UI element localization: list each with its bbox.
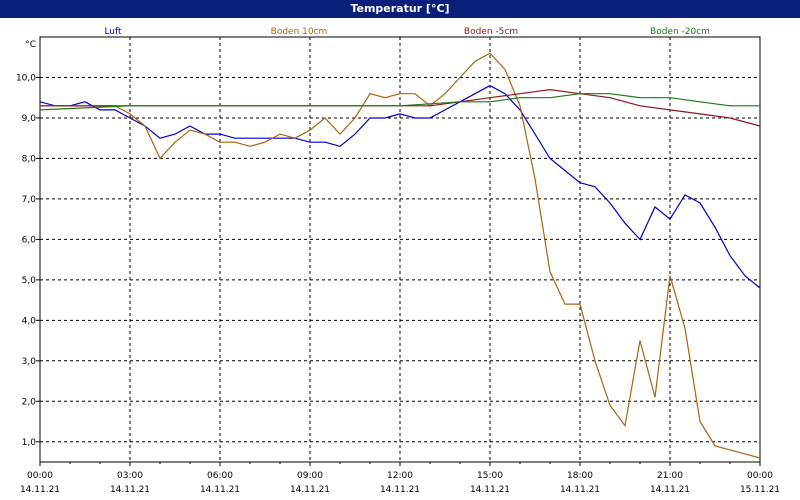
- y-tick-label: 6,0: [22, 235, 37, 245]
- chart-title: Temperatur [°C]: [0, 0, 800, 18]
- y-tick-label: 8,0: [22, 154, 37, 164]
- series-line-luft: [39, 84, 761, 289]
- x-tick-date-label: 15.11.21: [740, 485, 780, 495]
- x-tick-time-label: 00:00: [27, 471, 53, 481]
- series-layer: [39, 52, 761, 459]
- y-tick-label: 1,0: [22, 438, 37, 448]
- x-tick-time-label: 15:00: [477, 471, 503, 481]
- grid-layer: [39, 36, 761, 463]
- y-tick-label: 2,0: [22, 397, 37, 407]
- x-tick-time-label: 12:00: [387, 471, 413, 481]
- legend-entry: Boden 10cm: [271, 27, 328, 37]
- x-tick-date-label: 14.11.21: [200, 485, 240, 495]
- axis-layer: 1,0 2,0 3,0 4,0 5,0 6,0 7,0 8,0 9,0 10,0 °C 00:00 14…: [16, 40, 780, 495]
- x-tick-date-label: 14.11.21: [380, 485, 420, 495]
- x-tick-time-label: 09:00: [297, 471, 323, 481]
- legend-entry: Boden -5cm: [464, 27, 518, 37]
- x-tick-date-label: 14.11.21: [110, 485, 150, 495]
- x-tick-date-label: 14.11.21: [470, 485, 510, 495]
- y-tick-label: 5,0: [22, 276, 37, 286]
- legend-entry: Luft: [104, 27, 122, 37]
- x-tick-time-label: 06:00: [207, 471, 233, 481]
- x-tick-time-label: 00:00: [747, 471, 773, 481]
- y-tick-label: 4,0: [22, 316, 37, 326]
- legend-entry: Boden -20cm: [650, 27, 710, 37]
- series-line-boden-10cm: [40, 52, 761, 459]
- x-tick-date-label: 14.11.21: [560, 485, 600, 495]
- x-tick-date-label: 14.11.21: [650, 485, 690, 495]
- y-tick-label: 7,0: [22, 195, 37, 205]
- y-tick-label: 10,0: [16, 73, 36, 83]
- y-axis-unit-label: °C: [25, 40, 36, 50]
- y-tick-label: 3,0: [22, 357, 37, 367]
- x-tick-time-label: 21:00: [657, 471, 683, 481]
- series-line-boden-20cm: [39, 93, 760, 111]
- x-tick-time-label: 18:00: [567, 471, 593, 481]
- x-tick-time-label: 03:00: [117, 471, 143, 481]
- x-tick-date-label: 14.11.21: [20, 485, 60, 495]
- x-tick-date-label: 14.11.21: [290, 485, 330, 495]
- y-tick-label: 9,0: [22, 114, 37, 124]
- legend-layer: Luft Boden 10cm Boden -5cm Boden -20cm: [104, 27, 710, 37]
